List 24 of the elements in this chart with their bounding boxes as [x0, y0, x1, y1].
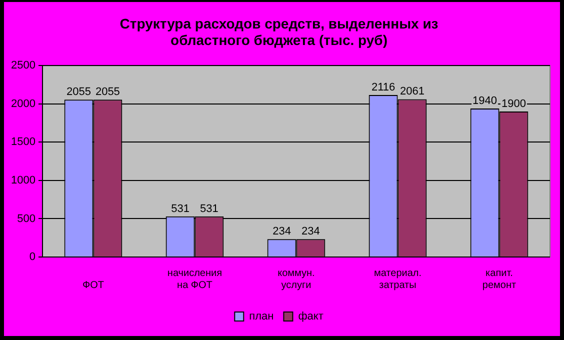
- data-label: 234: [302, 226, 320, 238]
- y-tick-label: 2500: [10, 60, 36, 72]
- chart-title: Структура расходов средств, выделенных из областного бюджета (тыс. руб): [120, 15, 438, 48]
- x-tick-label: коммун. услуги: [278, 268, 315, 291]
- x-tick-label: материал. затраты: [374, 268, 422, 291]
- x-tick-label: начисления на ФОТ: [167, 268, 222, 291]
- y-tick-label: 0: [29, 251, 36, 264]
- data-label: 2061: [400, 86, 424, 98]
- legend-label: план: [249, 310, 274, 323]
- data-label: 2116: [371, 82, 396, 94]
- data-label: 234: [272, 226, 291, 238]
- data-label: 2055: [95, 86, 120, 98]
- data-label: 1940: [472, 95, 498, 108]
- x-tick-label: капит. ремонт: [482, 268, 516, 291]
- data-label: 2055: [66, 86, 91, 98]
- data-label: 531: [200, 202, 218, 215]
- y-tick-label: 500: [17, 212, 36, 225]
- x-tick-label: ФОТ: [82, 280, 104, 291]
- data-label: 1900: [501, 98, 526, 110]
- data-label: 531: [171, 202, 190, 215]
- y-tick-label: 1000: [10, 174, 36, 186]
- legend-label: факт: [298, 310, 324, 323]
- y-tick-label: 1500: [10, 136, 36, 148]
- y-tick-label: 2000: [10, 98, 36, 110]
